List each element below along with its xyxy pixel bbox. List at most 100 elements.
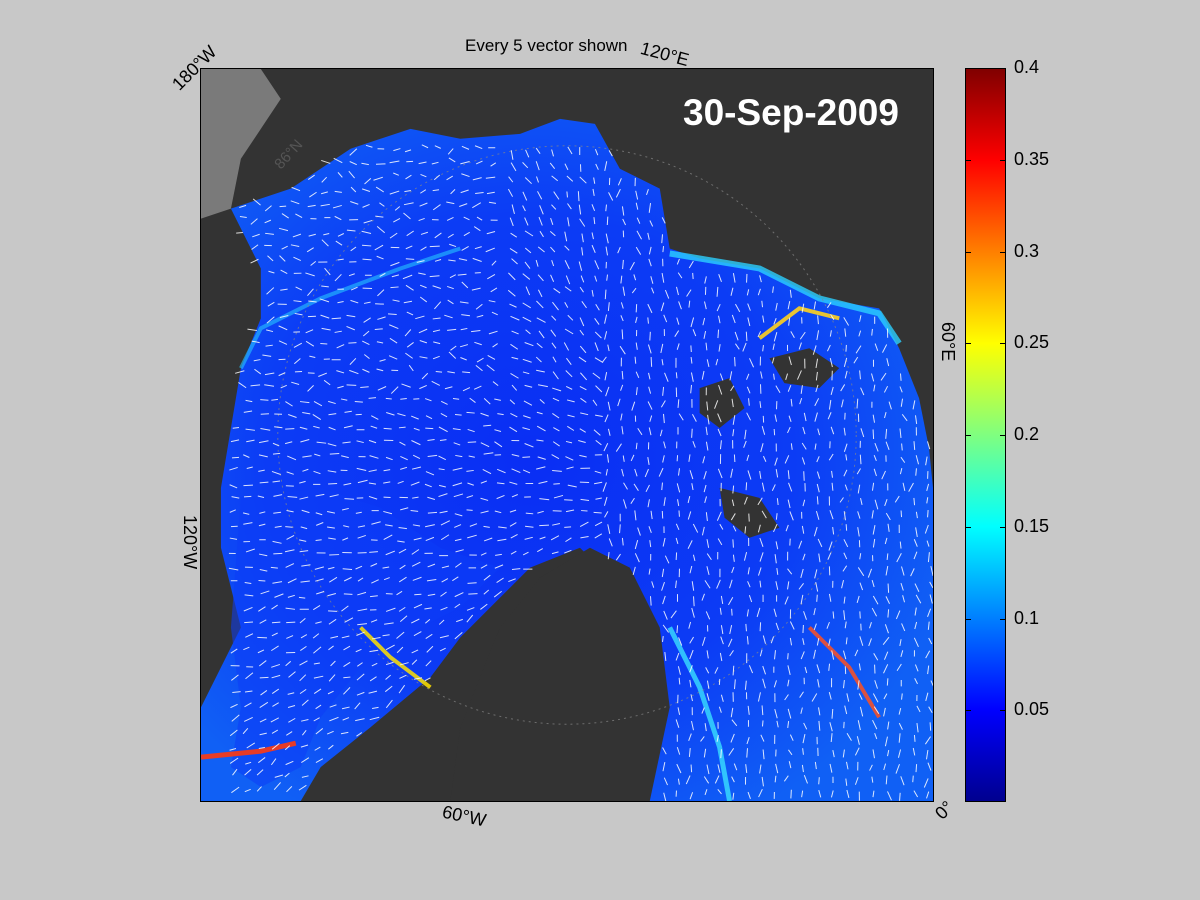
drift-vector: [342, 507, 349, 511]
drift-vector: [706, 401, 709, 411]
drift-vector: [243, 484, 253, 487]
drift-vector: [438, 455, 447, 461]
drift-vector: [427, 563, 436, 568]
drift-vector: [228, 567, 239, 571]
drift-vector: [371, 521, 381, 525]
drift-vector: [299, 496, 309, 500]
drift-vector: [460, 327, 468, 331]
drift-vector: [650, 276, 654, 284]
drift-vector: [420, 173, 427, 178]
drift-vector: [522, 469, 531, 474]
drift-vector: [887, 721, 890, 730]
drift-vector: [595, 385, 603, 393]
drift-vector: [427, 593, 436, 597]
drift-vector: [817, 428, 821, 436]
drift-vector: [579, 454, 587, 458]
island-svalbard: [699, 378, 745, 429]
drift-vector: [456, 618, 463, 623]
colorbar-gradient: [966, 69, 1005, 801]
drift-vector: [928, 706, 933, 713]
drift-vector: [357, 591, 367, 596]
drift-vector: [594, 331, 602, 339]
drift-vector: [370, 563, 378, 567]
drift-vector: [842, 650, 847, 660]
drift-vector: [664, 289, 670, 299]
drift-vector: [447, 299, 454, 305]
drift-vector: [757, 331, 762, 338]
drift-vector: [272, 702, 279, 707]
drift-vector: [881, 470, 886, 480]
drift-vector: [843, 511, 846, 521]
drift-vector: [859, 582, 864, 591]
drift-vector: [647, 303, 653, 314]
drift-vector: [420, 189, 427, 194]
drift-vector: [389, 160, 400, 164]
drift-vector: [300, 580, 310, 583]
drift-vector: [405, 352, 413, 359]
drift-vector: [691, 607, 695, 618]
drift-vector: [434, 259, 442, 262]
drift-vector: [715, 358, 719, 366]
drift-vector: [841, 580, 844, 589]
drift-vector: [633, 483, 639, 491]
drift-vector: [789, 734, 794, 741]
drift-vector: [383, 577, 390, 581]
lon-label-60w: 60°W: [440, 801, 488, 831]
drift-vector: [258, 606, 266, 612]
drift-vector: [608, 192, 614, 201]
drift-vector: [915, 468, 917, 476]
drift-vector: [762, 635, 766, 644]
drift-vector: [661, 217, 666, 224]
drift-vector: [788, 761, 792, 769]
drift-vector: [324, 267, 331, 276]
drift-vector: [444, 314, 453, 319]
drift-vector: [383, 534, 393, 541]
drift-vector: [460, 160, 470, 165]
drift-vector: [675, 719, 680, 728]
drift-vector: [434, 145, 441, 149]
drift-vector: [552, 470, 562, 472]
drift-vector: [328, 400, 336, 405]
drift-vector: [285, 401, 293, 407]
drift-vector: [718, 273, 722, 282]
drift-vector: [800, 707, 803, 714]
drift-vector: [323, 233, 330, 236]
drift-vector: [594, 357, 604, 363]
drift-vector: [371, 636, 381, 640]
drift-vector: [320, 314, 330, 319]
drift-vector: [720, 636, 724, 645]
drift-vector: [914, 664, 919, 672]
drift-vector: [701, 370, 705, 380]
drift-vector: [745, 482, 748, 491]
drift-vector: [664, 372, 669, 382]
drift-vector: [383, 469, 391, 472]
drift-vector: [801, 442, 807, 450]
drift-vector: [926, 497, 929, 504]
coastal-highlight-east-greenland: [807, 626, 881, 719]
drift-vector: [536, 466, 546, 470]
drift-vector: [729, 625, 733, 635]
drift-vector: [660, 302, 665, 312]
drift-vector: [332, 204, 342, 209]
drift-vector: [287, 692, 295, 695]
drift-vector: [291, 381, 300, 385]
drift-vector: [488, 300, 496, 303]
drift-vector: [607, 302, 610, 312]
drift-vector: [860, 428, 865, 438]
drift-vector: [690, 317, 695, 328]
drift-vector: [419, 284, 427, 289]
drift-vector: [732, 273, 736, 283]
drift-vector: [327, 526, 335, 529]
drift-vector: [405, 284, 414, 291]
drift-vector: [383, 481, 391, 484]
drift-vector: [552, 413, 560, 419]
drift-vector: [418, 161, 427, 165]
drift-vector: [700, 736, 705, 742]
drift-vector: [416, 260, 425, 263]
drift-vector: [746, 636, 749, 645]
drift-vector: [337, 301, 344, 304]
drift-vector: [550, 217, 554, 225]
drift-vector: [476, 357, 484, 363]
drift-vector: [419, 384, 427, 390]
drift-vector: [676, 483, 681, 493]
